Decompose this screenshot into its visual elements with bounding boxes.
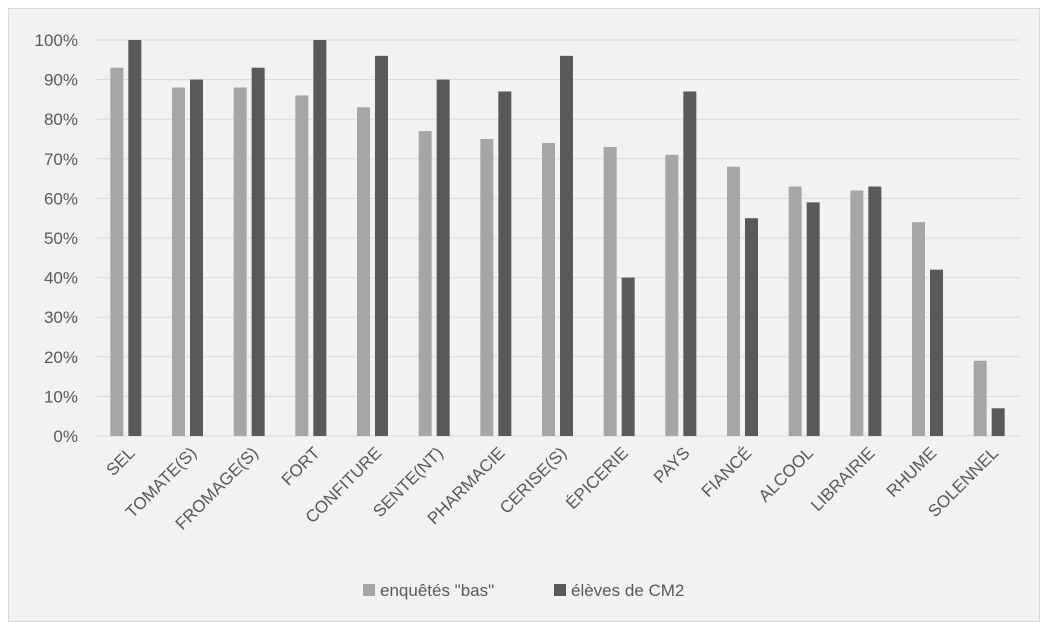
bar-enquetes-bas	[850, 190, 864, 436]
bar-eleves-cm2	[375, 55, 388, 437]
x-tick-label: PAYS	[650, 443, 694, 487]
bar-enquetes-bas	[295, 95, 309, 436]
bar-eleves-cm2	[498, 91, 512, 436]
bar-eleves-cm2	[868, 186, 882, 436]
bar-enquetes-bas	[542, 142, 555, 436]
bar-eleves-cm2	[745, 218, 758, 436]
bar-enquetes-bas	[973, 360, 987, 436]
bar-eleves-cm2	[251, 67, 265, 436]
bar-eleves-cm2	[560, 55, 573, 437]
x-tick-label: ÉPICERIE	[562, 443, 632, 513]
bar-enquetes-bas	[480, 139, 494, 436]
y-tick-label: 100%	[35, 31, 78, 50]
bar-eleves-cm2	[621, 277, 635, 436]
legend-swatch	[554, 584, 566, 596]
bar-eleves-cm2	[930, 269, 943, 436]
x-tick-label: ALCOOL	[755, 443, 817, 505]
bar-enquetes-bas	[233, 87, 247, 437]
bar-enquetes-bas	[110, 67, 124, 436]
y-tick-label: 40%	[44, 269, 78, 288]
x-tick-label: FIANCÉ	[698, 443, 756, 501]
legend-label: élèves de CM2	[571, 581, 684, 600]
y-tick-label: 70%	[44, 150, 78, 169]
bar-enquetes-bas	[727, 166, 740, 436]
bar-enquetes-bas	[357, 107, 370, 436]
bar-eleves-cm2	[128, 40, 142, 436]
bar-eleves-cm2	[190, 79, 203, 436]
bar-eleves-cm2	[313, 40, 327, 436]
bar-eleves-cm2	[991, 408, 1005, 436]
bar-enquetes-bas	[418, 131, 432, 436]
bars	[110, 40, 1005, 437]
y-tick-label: 10%	[44, 387, 78, 406]
x-tick-label: LIBRAIRIE	[807, 443, 879, 515]
legend-label: enquêtés "bas"	[380, 581, 494, 600]
x-tick-label: CERISE(S)	[496, 443, 570, 517]
y-tick-label: 20%	[44, 348, 78, 367]
legend: enquêtés "bas" élèves de CM2	[363, 581, 684, 600]
y-tick-label: 50%	[44, 229, 78, 248]
bar-enquetes-bas	[788, 186, 802, 436]
x-tick-label: SEL	[102, 443, 138, 479]
y-tick-label: 80%	[44, 110, 78, 129]
bar-eleves-cm2	[806, 202, 820, 436]
bar-enquetes-bas	[172, 87, 185, 437]
legend-swatch	[363, 584, 375, 596]
y-tick-label: 30%	[44, 308, 78, 327]
bar-eleves-cm2	[436, 79, 450, 436]
bar-eleves-cm2	[683, 91, 697, 436]
y-tick-label: 0%	[53, 427, 78, 446]
x-tick-label: RHUME	[883, 443, 941, 501]
bar-enquetes-bas	[912, 222, 925, 436]
y-tick-label: 60%	[44, 189, 78, 208]
y-axis-tick-labels: 0% 10% 20% 30% 40% 50% 60% 70% 80% 90% 100%	[35, 31, 78, 446]
x-tick-label: FORT	[278, 443, 324, 489]
bar-enquetes-bas	[665, 154, 679, 436]
gridlines	[95, 39, 1020, 437]
y-tick-label: 90%	[44, 71, 78, 90]
bar-enquetes-bas	[603, 146, 617, 437]
